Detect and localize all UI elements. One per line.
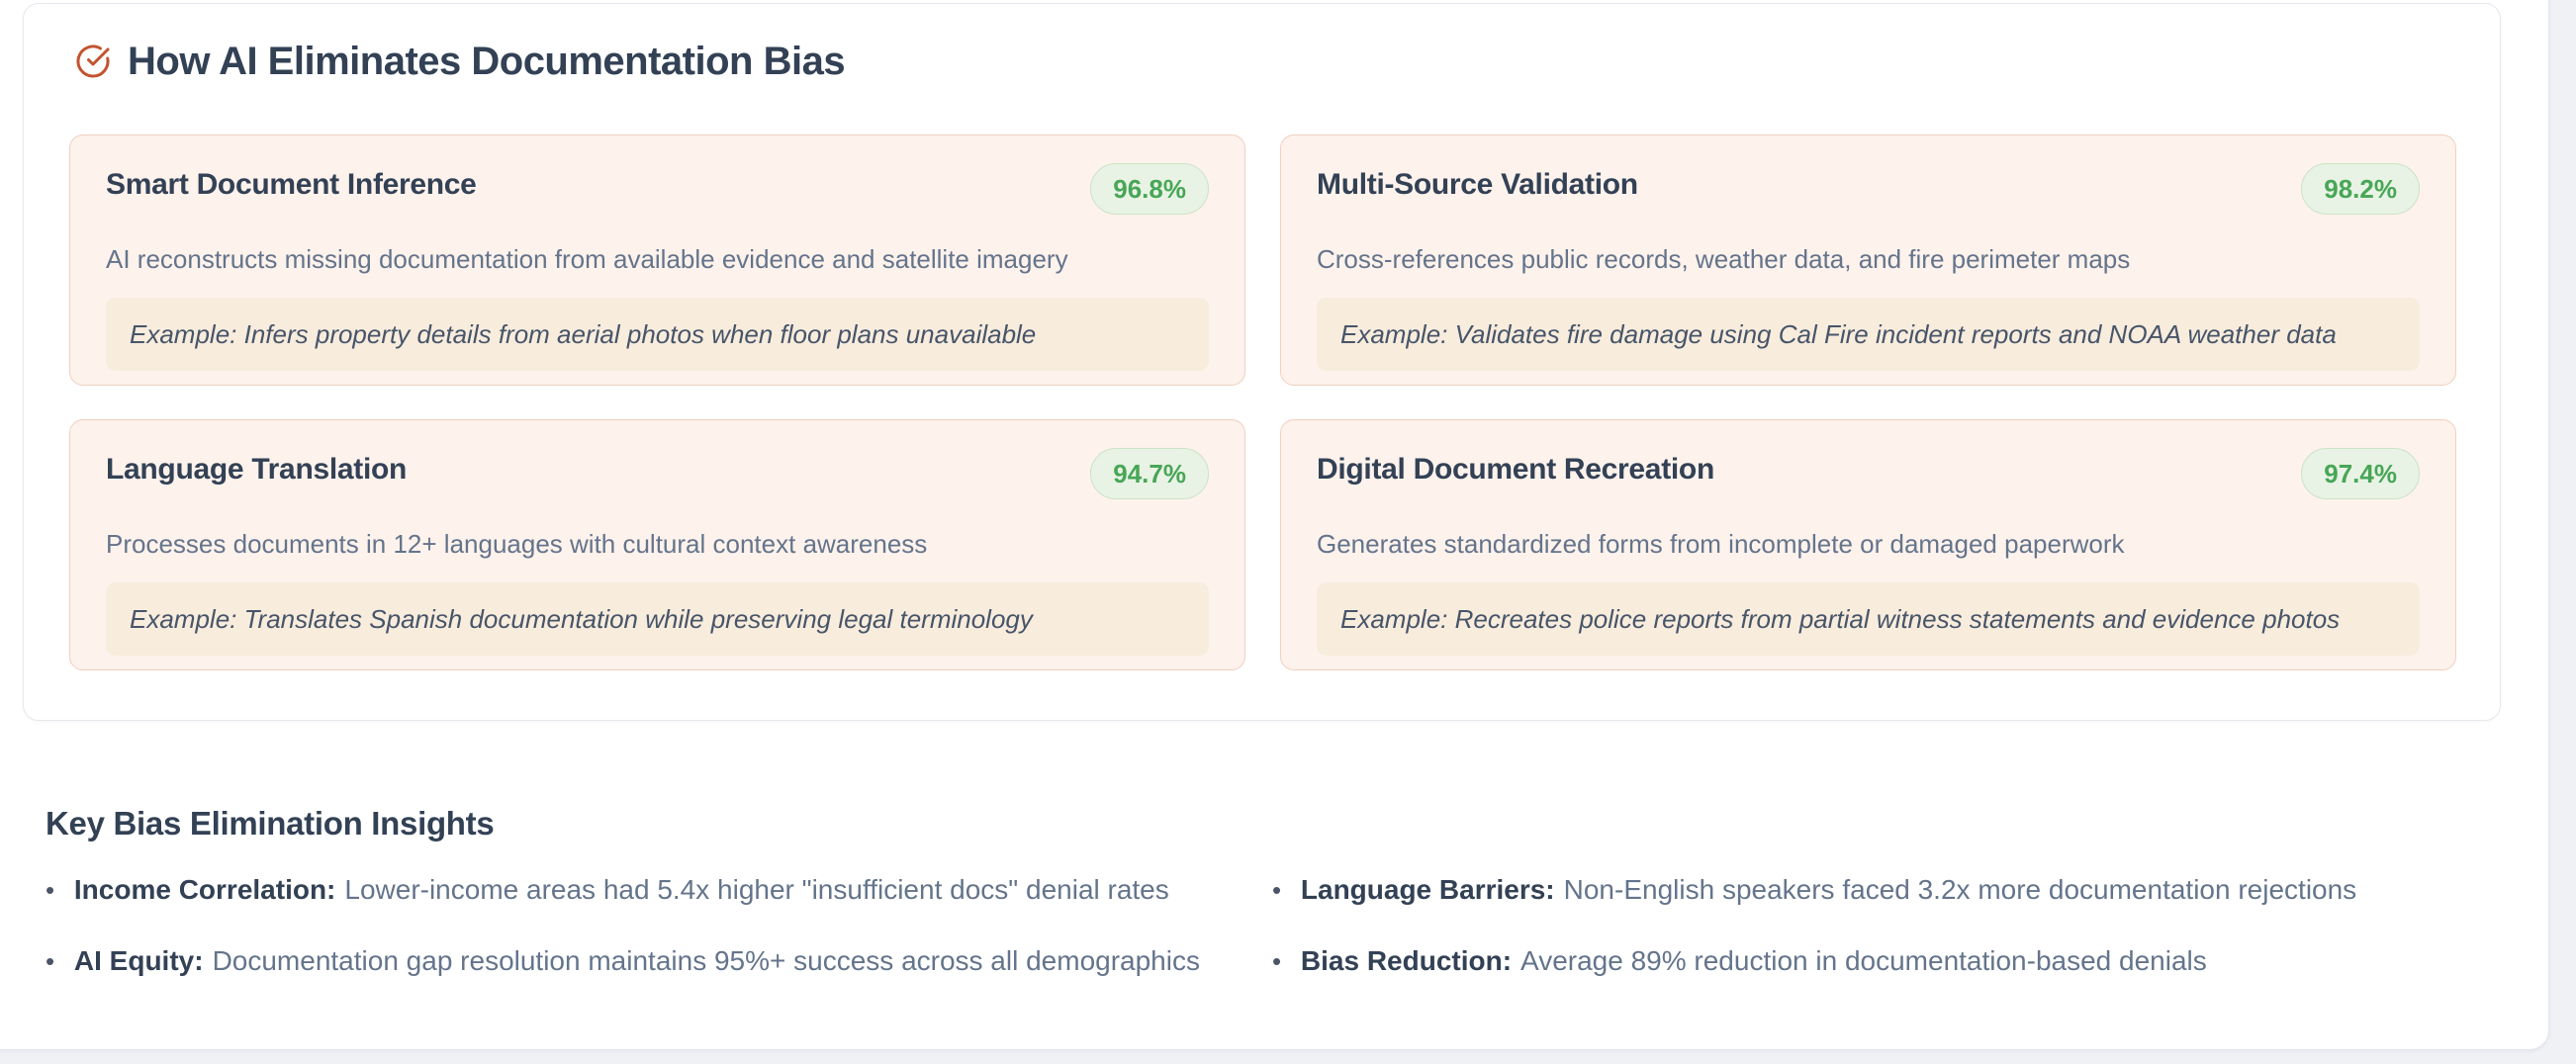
insight-language-barriers: Language Barriers: Non-English speakers f… (1272, 873, 2489, 907)
mechanism-grid: Smart Document Inference 96.8% AI recons… (69, 134, 2456, 670)
card-multi-source-validation: Multi-Source Validation 98.2% Cross-refe… (1280, 134, 2456, 386)
accuracy-badge: 94.7% (1090, 448, 1209, 499)
card-title: Smart Document Inference (106, 168, 477, 201)
insights-title: Key Bias Elimination Insights (46, 805, 495, 842)
card-language-translation: Language Translation 94.7% Processes doc… (69, 419, 1245, 670)
section-header: How AI Eliminates Documentation Bias (75, 40, 846, 83)
card-smart-document-inference: Smart Document Inference 96.8% AI recons… (69, 134, 1245, 386)
insight-label: AI Equity: (73, 945, 204, 976)
card-example: Example: Translates Spanish documentatio… (106, 582, 1209, 656)
insight-bias-reduction: Bias Reduction:Average 89% reduction in … (1272, 944, 2489, 978)
card-title: Digital Document Recreation (1317, 453, 1714, 486)
accuracy-badge: 98.2% (2301, 163, 2420, 215)
section-title: How AI Eliminates Documentation Bias (128, 40, 846, 83)
card-example: Example: Recreates police reports from p… (1317, 582, 2420, 656)
card-description: AI reconstructs missing documentation fr… (106, 244, 1068, 274)
card-title: Language Translation (106, 453, 408, 486)
insight-text: Lower-income areas had 5.4x higher "insu… (344, 874, 1169, 905)
insight-income-correlation: Income Correlation: Lower-income areas ha… (46, 873, 1262, 907)
card-digital-document-recreation: Digital Document Recreation 97.4% Genera… (1280, 419, 2456, 670)
insight-ai-equity: AI Equity: Documentation gap resolution m… (46, 944, 1262, 978)
insight-label: Language Barriers: (1300, 874, 1555, 905)
card-example: Example: Infers property details from ae… (106, 298, 1209, 371)
card-title: Multi-Source Validation (1317, 168, 1638, 201)
card-description: Processes documents in 12+ languages wit… (106, 529, 928, 559)
ai-bias-section-card: How AI Eliminates Documentation Bias Sma… (23, 3, 2501, 721)
card-description: Cross-references public records, weather… (1317, 244, 2131, 274)
insight-text: Non-English speakers faced 3.2x more doc… (1563, 874, 2357, 905)
insight-label: Bias Reduction: (1300, 945, 1513, 976)
accuracy-badge: 96.8% (1090, 163, 1209, 215)
insights-section: Key Bias Elimination Insights Income Cor… (46, 804, 2489, 978)
accuracy-badge: 97.4% (2301, 448, 2420, 499)
card-example: Example: Validates fire damage using Cal… (1317, 298, 2420, 371)
content-panel: How AI Eliminates Documentation Bias Sma… (0, 0, 2549, 1050)
card-description: Generates standardized forms from incomp… (1317, 529, 2125, 559)
insights-grid: Income Correlation: Lower-income areas ha… (46, 873, 2489, 978)
insight-text: Average 89% reduction in documentation-b… (1520, 945, 2207, 976)
check-circle-icon (75, 44, 111, 79)
insight-text: Documentation gap resolution maintains 9… (212, 945, 1200, 976)
insight-label: Income Correlation: (73, 874, 336, 905)
